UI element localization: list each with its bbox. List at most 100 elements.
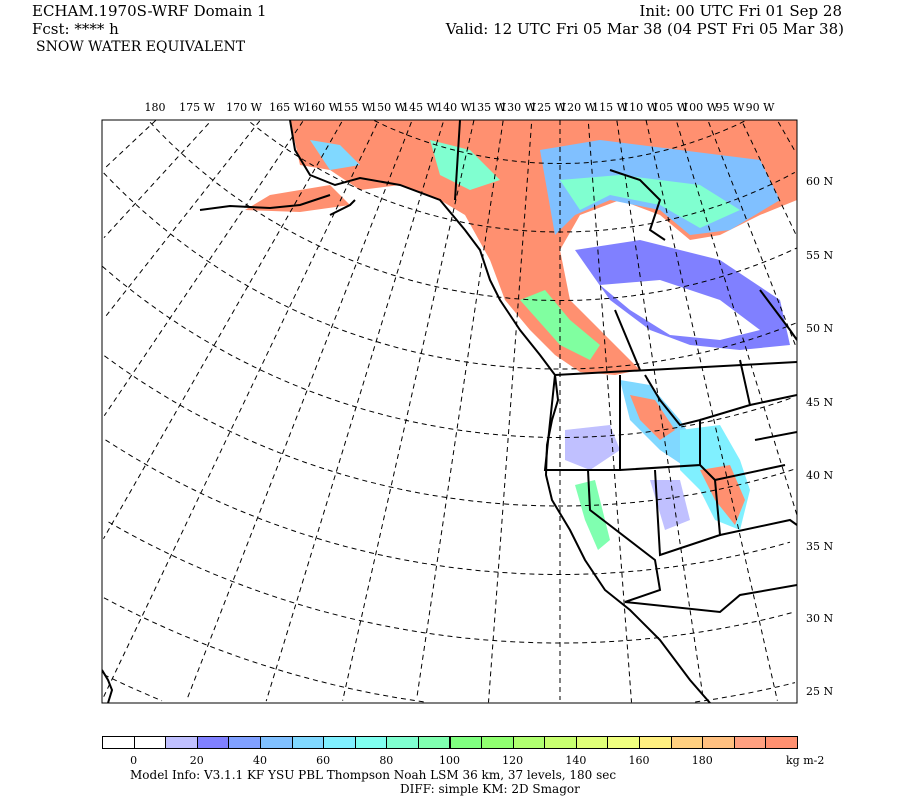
latitude-label: 60 N [806, 175, 833, 188]
meridian-line [103, 123, 210, 239]
colorbar-swatch [102, 736, 135, 749]
meridian-line [488, 123, 532, 703]
colorbar-swatch [386, 736, 419, 749]
meridian-line [104, 120, 157, 169]
longitude-label: 145 W [402, 101, 438, 114]
latitude-label: 25 N [806, 685, 833, 698]
colorbar-swatch [228, 736, 261, 749]
colorbar-swatch [449, 736, 483, 749]
longitude-label: 140 W [436, 101, 472, 114]
colorbar-tick-label: 180 [691, 754, 713, 767]
colorbar-tick-label: 120 [502, 754, 524, 767]
latitude-label: 55 N [806, 249, 833, 262]
meridian-line [186, 121, 412, 701]
colorbar-swatch [670, 736, 704, 749]
parallel-line [103, 674, 163, 702]
meridian-line [708, 121, 797, 346]
longitude-label: 150 W [370, 101, 406, 114]
colorbar-swatch [733, 736, 767, 749]
parallel-line [695, 682, 796, 703]
colorbar-units: kg m-2 [786, 754, 825, 767]
model-title: ECHAM.1970S-WRF Domain 1 [32, 2, 267, 20]
parallel-line [250, 122, 796, 233]
longitude-label: 165 W [269, 101, 305, 114]
colorbar-tick-label: 140 [565, 754, 587, 767]
parallel-line [108, 521, 794, 644]
colorbar-swatch [512, 736, 546, 749]
colorbar-tick-label: 160 [628, 754, 650, 767]
longitude-label: 90 W [746, 101, 775, 114]
meridian-line [104, 120, 261, 318]
meridian-line [342, 120, 475, 701]
colorbar-swatch [639, 736, 672, 749]
longitude-label: 180 [145, 101, 166, 114]
parallel-line [104, 355, 797, 507]
meridian-line [416, 120, 504, 700]
colorbar-tick-label: 20 [189, 754, 204, 767]
map-frame [101, 119, 798, 704]
latitude-label: 35 N [806, 540, 833, 553]
meridian-line [777, 121, 797, 153]
colorbar-tick-label: 80 [379, 754, 394, 767]
longitude-label: 175 W [179, 101, 215, 114]
init-time: Init: 00 UTC Fri 01 Sep 28 [639, 2, 842, 20]
colorbar-swatch [417, 736, 451, 749]
longitude-label: 135 W [470, 101, 506, 114]
longitude-label: 170 W [226, 101, 262, 114]
colorbar-tick-label: 100 [439, 754, 460, 767]
latitude-labels: 60 N 55 N 50 N 45 N 40 N 35 N 30 N 25 N [806, 175, 833, 698]
colorbar-swatch [481, 736, 514, 749]
colorbar-tick-label: 0 [130, 754, 138, 767]
valid-time: Valid: 12 UTC Fri 05 Mar 38 (04 PST Fri … [445, 20, 844, 38]
latitude-label: 40 N [806, 469, 833, 482]
colorbar-tick-label: 40 [252, 754, 267, 767]
colorbar-swatch [291, 736, 325, 749]
colorbar-swatch [544, 736, 577, 749]
colorbar-swatch [259, 736, 293, 749]
longitude-label: 120 W [560, 101, 596, 114]
meridian-line [103, 121, 304, 416]
colorbar-swatch [575, 736, 609, 749]
longitude-label: 125 W [530, 101, 566, 114]
meridian-line [616, 120, 704, 700]
meridian-line [588, 123, 632, 703]
longitude-label: 130 W [500, 101, 536, 114]
snow-field [245, 120, 797, 550]
longitude-label: 155 W [337, 101, 373, 114]
latitude-label: 50 N [806, 322, 833, 335]
colorbar-swatch [196, 736, 230, 749]
meridian-line [103, 123, 378, 697]
colorbar-swatch [323, 736, 356, 749]
colorbar-swatch [133, 736, 167, 749]
forecast-hour: Fcst: **** h [32, 20, 119, 38]
longitude-label: 110 W [622, 101, 658, 114]
meridian-line [103, 121, 343, 539]
meridian-line [645, 120, 778, 701]
parallel-line [374, 120, 746, 164]
colorbar-swatch [607, 736, 641, 749]
parallel-line [149, 121, 797, 301]
latitude-label: 45 N [806, 396, 833, 409]
colorbar-swatch [165, 736, 198, 749]
longitude-label: 105 W [652, 101, 688, 114]
colorbar-swatch [765, 736, 798, 749]
longitude-label: 160 W [304, 101, 340, 114]
colorbar-tick-label: 60 [316, 754, 331, 767]
meridian-line [265, 122, 444, 702]
meridian-line [742, 123, 797, 237]
parallel-line [102, 266, 793, 438]
colorbar-swatch [702, 736, 735, 749]
field-name: SNOW WATER EQUIVALENT [36, 39, 246, 55]
longitude-label: 95 W [716, 101, 745, 114]
model-info: Model Info: V3.1.1 KF YSU PBL Thompson N… [130, 768, 617, 782]
parallel-line [103, 597, 425, 703]
latitude-label: 30 N [806, 612, 833, 625]
parallel-line [105, 439, 791, 575]
coastlines [102, 120, 797, 703]
longitude-label: 100 W [682, 101, 718, 114]
colorbar-swatch [354, 736, 388, 749]
longitude-label: 115 W [592, 101, 628, 114]
lat-lon-grid [102, 120, 797, 703]
